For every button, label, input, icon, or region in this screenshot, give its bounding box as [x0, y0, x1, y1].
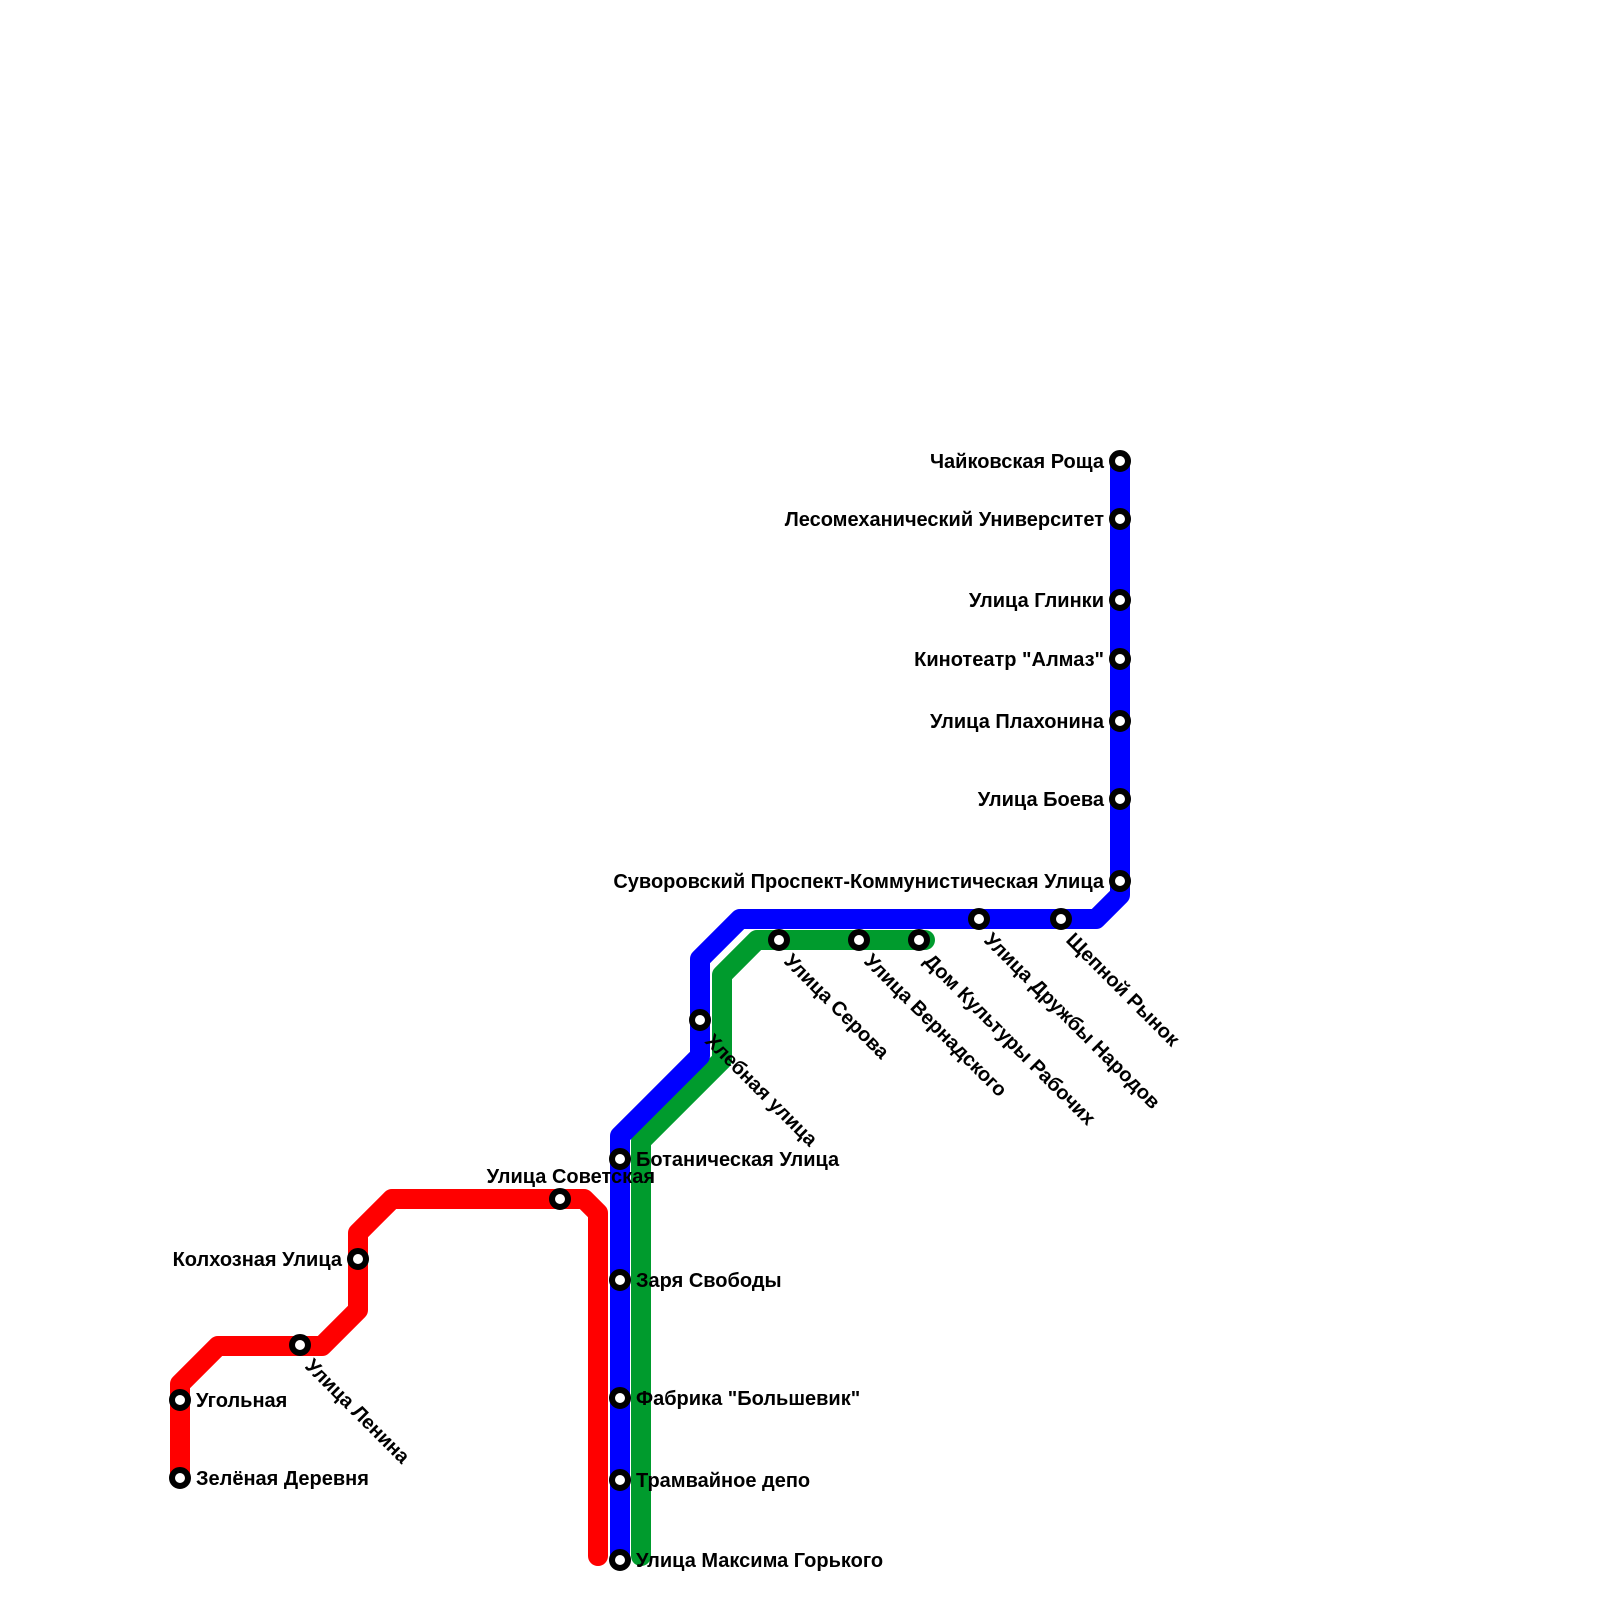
station-label: Улица Боева: [978, 789, 1105, 811]
station-marker: [609, 1387, 631, 1409]
station-marker: [609, 1269, 631, 1291]
station-marker: [549, 1188, 571, 1210]
station-marker: [1109, 508, 1131, 530]
station-marker: [347, 1248, 369, 1270]
station-marker: [289, 1334, 311, 1356]
station-marker: [1109, 870, 1131, 892]
station-label: Зелёная Деревня: [196, 1468, 369, 1490]
station-marker: [768, 929, 790, 951]
station-label: Улица Глинки: [969, 590, 1104, 612]
station-marker: [1109, 788, 1131, 810]
station-label: Заря Свободы: [636, 1270, 782, 1292]
station-label: Чайковская Роща: [930, 451, 1105, 473]
station-marker: [169, 1467, 191, 1489]
station-label: Кинотеатр "Алмаз": [914, 649, 1104, 671]
station-label: Улица Ленина: [300, 1355, 414, 1469]
station-marker: [609, 1549, 631, 1571]
station-marker: [169, 1389, 191, 1411]
station-label: Трамвайное депо: [636, 1470, 810, 1492]
station-marker: [1109, 710, 1131, 732]
station-marker: [609, 1469, 631, 1491]
station-label: Ботаническая Улица: [636, 1149, 840, 1171]
line-blue: [610, 451, 1130, 1566]
station-label: Улица Советская: [487, 1166, 655, 1188]
line-red: [170, 1189, 608, 1566]
station-label: Колхозная Улица: [173, 1249, 343, 1271]
station-label: Угольная: [196, 1390, 287, 1412]
station-label: Хлебная улица: [700, 1030, 821, 1151]
station-marker: [1050, 908, 1072, 930]
station-marker: [1109, 450, 1131, 472]
station-marker: [1109, 589, 1131, 611]
station-marker: [609, 1148, 631, 1170]
station-label: Улица Максима Горького: [636, 1550, 883, 1572]
line-green: [631, 930, 935, 1566]
station-marker: [848, 929, 870, 951]
station-marker: [968, 908, 990, 930]
station-label: Лесомеханический Университет: [785, 509, 1104, 531]
station-label: Суворовский Проспект-Коммунистическая Ул…: [613, 871, 1105, 893]
station-label: Улица Плахонина: [930, 711, 1105, 733]
station-marker: [689, 1009, 711, 1031]
station-marker: [908, 929, 930, 951]
station-marker: [1109, 648, 1131, 670]
station-label: Фабрика "Большевик": [636, 1388, 860, 1410]
